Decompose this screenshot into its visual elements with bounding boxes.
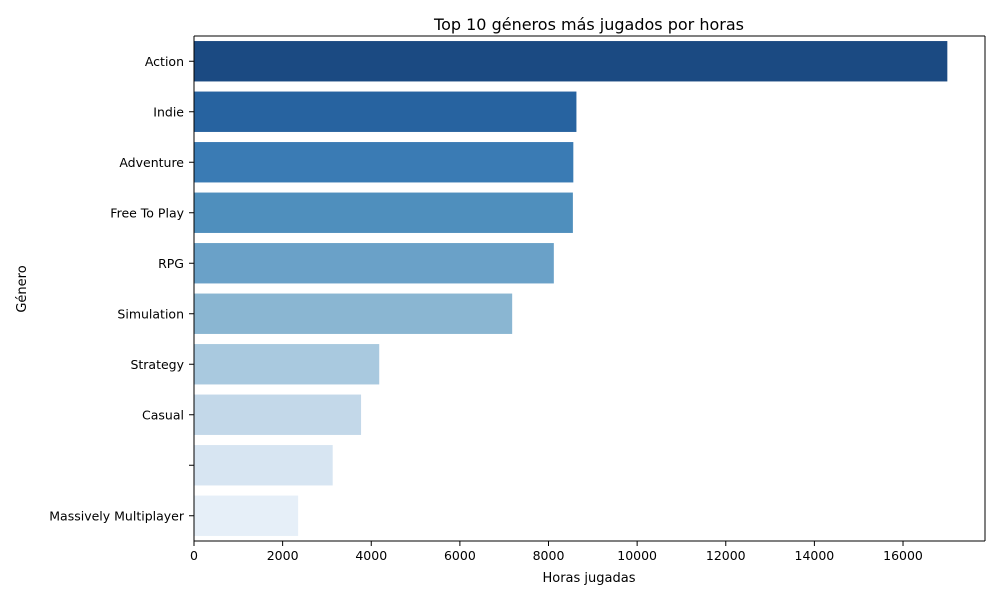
y-tick-label-1: Action — [145, 54, 184, 69]
bars — [194, 41, 948, 536]
x-tick-label-9: 16000 — [883, 548, 923, 563]
y-tick-label-2: Indie — [153, 104, 184, 119]
bar-3 — [194, 142, 574, 183]
x-axis-label: Horas jugadas — [542, 571, 635, 586]
y-tick-label-10: Massively Multiplayer — [49, 508, 185, 523]
y-axis-label: Género — [15, 265, 30, 312]
y-tick-label-4: Free To Play — [110, 205, 184, 220]
y-tick-label-8: Casual — [142, 407, 184, 422]
x-axis-ticks: 0 2000 4000 6000 8000 10000 12000 14000 16000 — [190, 541, 923, 563]
bar-6 — [194, 293, 513, 334]
y-tick-label-6: Simulation — [117, 306, 184, 321]
chart-title: Top 10 géneros más jugados por horas — [433, 15, 744, 34]
bar-8 — [194, 394, 362, 435]
x-tick-label-4: 6000 — [444, 548, 476, 563]
x-tick-label-6: 10000 — [617, 548, 657, 563]
x-tick-label-1: 0 — [190, 548, 198, 563]
y-tick-label-5: RPG — [158, 256, 184, 271]
bar-7 — [194, 344, 380, 385]
x-tick-label-2: 2000 — [267, 548, 299, 563]
bar-2 — [194, 91, 577, 132]
bar-9 — [194, 445, 333, 486]
x-tick-label-8: 14000 — [795, 548, 835, 563]
y-tick-label-7: Strategy — [130, 357, 184, 372]
x-tick-label-3: 4000 — [355, 548, 387, 563]
bar-1 — [194, 41, 948, 82]
y-tick-label-3: Adventure — [119, 155, 184, 170]
bar-5 — [194, 243, 554, 284]
x-tick-label-5: 8000 — [533, 548, 565, 563]
x-tick-label-7: 12000 — [706, 548, 746, 563]
bar-10 — [194, 495, 299, 536]
bar-4 — [194, 192, 573, 233]
y-axis-ticks: Action Indie Adventure Free To Play RPG Simul… — [49, 54, 194, 523]
